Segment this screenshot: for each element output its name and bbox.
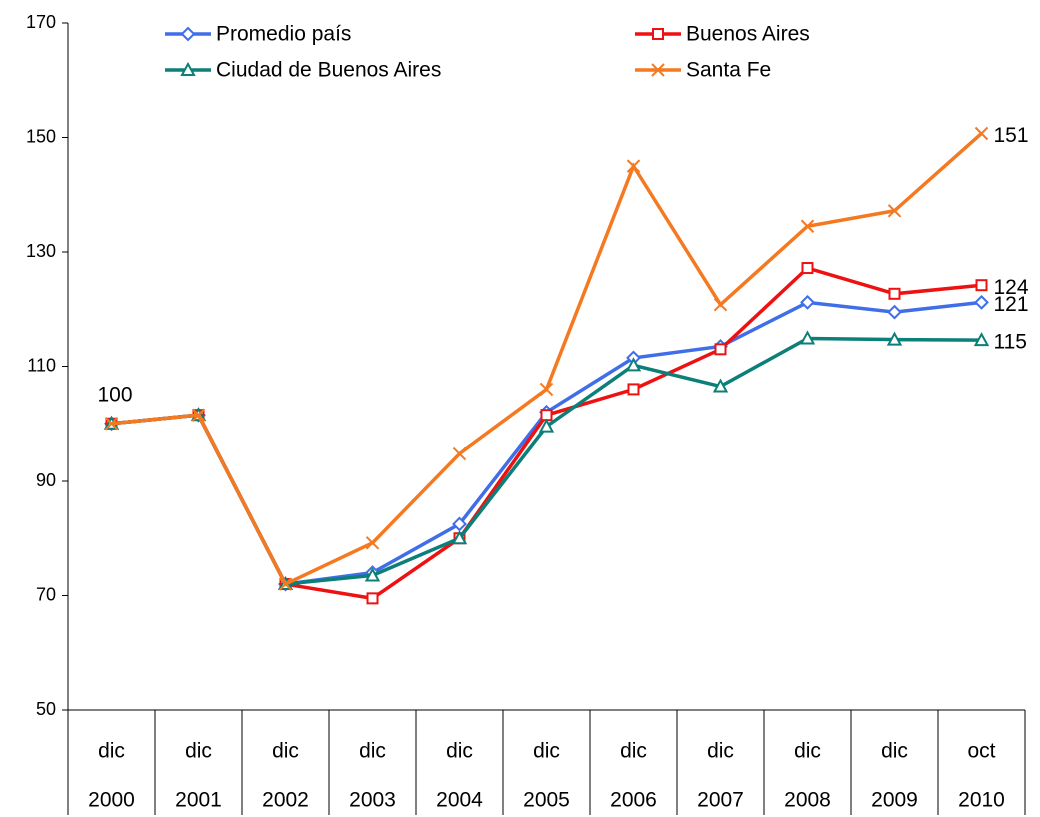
marker [451,530,468,545]
x-tick-label: oct [967,740,995,763]
marker [278,577,293,591]
series: 115 [103,330,1027,591]
x-tick-label: 2010 [958,789,1005,812]
x-tick-label: dic [533,740,560,763]
y-tick-label: 110 [27,355,56,375]
marker [712,378,729,393]
marker [365,536,380,550]
series: 151 [104,124,1029,591]
marker [627,383,640,396]
marker [713,297,728,312]
marker [974,126,989,141]
data-label: 124 [994,276,1029,299]
x-tick-label: 2004 [436,789,483,812]
x-tick-label: 2003 [349,789,396,812]
marker [539,382,554,397]
y-tick-label: 170 [26,12,56,32]
x-tick-label: dic [881,740,908,763]
marker [799,330,816,345]
series: 100 121 [98,293,1029,592]
marker [538,418,555,433]
marker [452,446,467,461]
x-tick-label: dic [446,740,473,763]
legend-marker [180,61,196,76]
legend-item: Buenos Aires [635,23,810,46]
marker [364,567,381,582]
marker [800,294,815,310]
y-tick-label: 150 [26,126,56,146]
marker [626,159,641,173]
legend-item: Ciudad de Buenos Aires [165,59,441,82]
y-tick-label: 50 [36,699,56,719]
x-tick-label: dic [185,740,212,763]
y-tick-label: 70 [36,584,56,604]
marker [886,331,903,346]
marker [714,343,727,356]
marker [887,304,902,320]
marker [452,516,467,532]
marker [974,294,989,310]
x-tick-label: 2008 [784,789,831,812]
marker [104,417,119,431]
legend-label: Promedio país [216,23,351,46]
marker [191,408,206,422]
x-tick-label: dic [794,740,821,763]
marker [800,219,815,233]
series-line [111,300,982,586]
x-tick-label: 2006 [610,789,657,812]
x-tick-label: 2002 [262,789,309,812]
legend-marker [652,28,664,40]
marker [888,287,901,300]
marker [975,279,988,292]
marker [887,204,902,218]
y-tick-label: 130 [26,241,56,261]
data-label: 115 [994,331,1027,354]
x-tick-label: 2007 [697,789,744,812]
marker [801,262,814,275]
series-line [111,266,982,601]
x-tick-label: 2001 [175,789,222,812]
x-tick-label: dic [707,740,734,763]
data-label: 100 [98,383,133,406]
marker [973,332,990,347]
data-label: 121 [994,293,1029,316]
legend-label: Buenos Aires [686,23,810,46]
legend-item: Santa Fe [635,59,771,82]
x-tick-label: dic [272,740,299,763]
y-tick-label: 90 [36,470,56,490]
data-label: 151 [994,124,1029,147]
legend-label: Santa Fe [686,59,771,82]
legend-marker [180,26,196,42]
legend-label: Ciudad de Buenos Aires [216,59,441,82]
x-tick-label: 2000 [88,789,135,812]
marker [366,592,379,605]
x-tick-label: dic [359,740,386,763]
series-line [111,336,982,586]
legend-marker [651,63,665,77]
legend-item: Promedio país [165,23,351,46]
x-tick-label: 2009 [871,789,918,812]
marker [625,357,642,372]
x-tick-label: dic [98,740,125,763]
series-line [111,132,983,587]
x-tick-label: 2005 [523,789,570,812]
x-tick-label: dic [620,740,647,763]
